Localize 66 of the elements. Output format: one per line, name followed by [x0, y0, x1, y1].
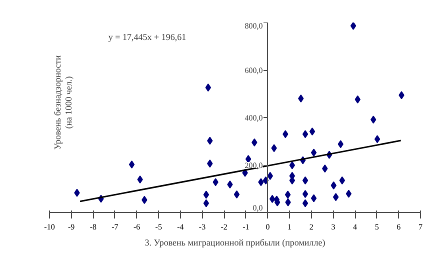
- y-tick-label: 0,0: [252, 204, 263, 212]
- point: [284, 190, 291, 199]
- point: [234, 190, 240, 198]
- x-tick-label: 6: [396, 222, 401, 232]
- point: [227, 180, 233, 188]
- point: [267, 172, 273, 180]
- x-tick-label: -10: [44, 222, 55, 232]
- point: [74, 188, 80, 197]
- point: [346, 190, 352, 198]
- x-tick-label: 4: [353, 222, 358, 232]
- x-tick-label: 1: [288, 222, 292, 232]
- point: [350, 22, 356, 30]
- x-tick-label: -7: [112, 222, 118, 232]
- x-tick-label: 0: [266, 222, 270, 232]
- x-tick-label: 2: [309, 222, 314, 232]
- point: [289, 161, 296, 170]
- y-axis-title: Уровень безнадзорности (на 1000 чел.): [52, 55, 74, 150]
- y-tick-label: 200,0: [244, 161, 263, 170]
- point: [370, 116, 376, 124]
- point: [339, 176, 345, 184]
- x-tick-label: -4: [177, 222, 184, 232]
- point: [285, 198, 291, 206]
- x-tick-label: 3: [331, 222, 336, 232]
- point: [205, 84, 211, 92]
- x-tick-label: 5: [374, 222, 379, 232]
- x-tick-label: -3: [198, 222, 206, 232]
- x-tick-label: -1: [242, 222, 250, 232]
- x-tick-label: -9: [68, 222, 75, 232]
- x-axis-title: 3. Уровень миграционной прибыли (промилле): [144, 238, 326, 248]
- point: [338, 140, 344, 148]
- point: [302, 130, 308, 138]
- point: [302, 199, 308, 208]
- point: [322, 164, 328, 173]
- point: [258, 178, 264, 186]
- x-tick-label: -6: [133, 222, 140, 232]
- point: [302, 190, 308, 198]
- x-tick-label: -2: [220, 222, 228, 232]
- point: [332, 193, 339, 202]
- point: [212, 178, 218, 186]
- annotation: y = 17,445x + 196,61: [108, 32, 186, 42]
- point: [207, 136, 213, 145]
- point: [309, 128, 316, 136]
- point: [374, 135, 380, 144]
- point: [302, 176, 308, 184]
- point: [252, 138, 258, 146]
- point: [142, 196, 148, 204]
- point: [137, 175, 143, 184]
- point: [269, 194, 276, 203]
- x-tick-label: -8: [90, 222, 96, 232]
- point: [282, 130, 288, 138]
- y-tick-label: 600,0: [244, 66, 263, 75]
- point: [203, 190, 210, 199]
- point: [271, 144, 277, 152]
- point: [330, 181, 336, 190]
- point: [310, 194, 317, 202]
- point: [207, 160, 213, 168]
- point: [298, 94, 304, 102]
- y-tick-label: 400,0: [244, 114, 263, 122]
- x-tick-label: -5: [155, 222, 162, 232]
- x-tick-label: 7: [418, 222, 422, 232]
- point: [354, 95, 360, 104]
- point: [203, 199, 210, 208]
- point: [310, 148, 317, 157]
- y-tick-label: 800,0: [244, 22, 263, 30]
- point: [398, 91, 404, 100]
- point: [128, 160, 135, 169]
